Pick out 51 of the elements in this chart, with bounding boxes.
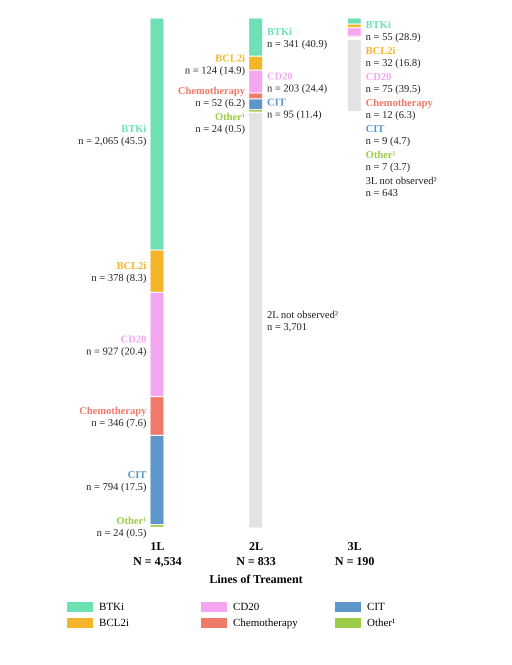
category-label: 1L [150, 539, 164, 553]
text: CD20 [233, 601, 260, 613]
legend-label: CIT [267, 98, 286, 109]
text: N = 833 [236, 554, 276, 568]
text: BCL2i [215, 53, 245, 64]
text: BTKi [267, 27, 292, 38]
text: Chemotherapy [366, 98, 433, 109]
legend-label: Other¹ [367, 617, 396, 629]
legend-label: Chemotherapy [233, 617, 298, 629]
text: N = 4,534 [133, 554, 182, 568]
text: BCL2i [366, 46, 396, 57]
text: N = 190 [334, 554, 374, 568]
data-label: n = 24 (0.5) [96, 528, 147, 539]
data-label: n = 32 (16.8) [366, 58, 422, 69]
data-label: n = 927 (20.4) [86, 346, 147, 358]
text: Other¹ [366, 150, 396, 161]
data-label: n = 95 (11.4) [267, 110, 322, 121]
text: Other¹ [215, 112, 245, 123]
data-label: n = 346 (7.6) [91, 418, 147, 429]
legend-label: BCL2i [99, 617, 129, 629]
text: CD20 [366, 72, 392, 83]
data-label: n = 794 (17.5) [86, 482, 147, 494]
text: BTKi [121, 124, 146, 135]
data-label: n = 341 (40.9) [267, 39, 328, 50]
data-label: n = 24 (0.5) [195, 124, 246, 135]
data-label: n = 203 (24.4) [267, 84, 328, 95]
text: Chemotherapy [79, 406, 146, 417]
data-label: 2L not observed² n = 3,701 [267, 310, 338, 334]
data-label: n = 52 (6.2) [195, 98, 246, 109]
text: Chemotherapy [178, 86, 245, 97]
text: CIT [367, 601, 385, 613]
data-label: n = 75 (39.5) [366, 84, 422, 95]
legend-label: BTKi [366, 20, 391, 31]
text: BCL2i [116, 261, 146, 272]
category-label: 3L [348, 539, 362, 553]
data-label: n = 9 (4.7) [366, 136, 411, 147]
text: CIT [128, 470, 146, 482]
category-label: 2L [248, 539, 264, 553]
data-label: n = 378 (8.3) [91, 273, 147, 284]
data-label: n = 55 (28.9) [366, 32, 422, 43]
data-label: n = 124 (14.9) [184, 65, 246, 76]
data-label: n = 2,065 (45.5) [78, 136, 147, 147]
data-label: n = 12 (6.3) [366, 110, 416, 121]
text: CIT [366, 124, 384, 135]
data-label: n = 7 (3.7) [366, 162, 411, 173]
legend-label: CD20 [267, 72, 293, 83]
text: BTKi [99, 601, 124, 613]
text: Lines of Treament [208, 572, 304, 587]
text: Other¹ [116, 516, 146, 527]
text: CD20 [120, 334, 146, 346]
data-label: 3L not observed² n = 643 [366, 176, 437, 199]
